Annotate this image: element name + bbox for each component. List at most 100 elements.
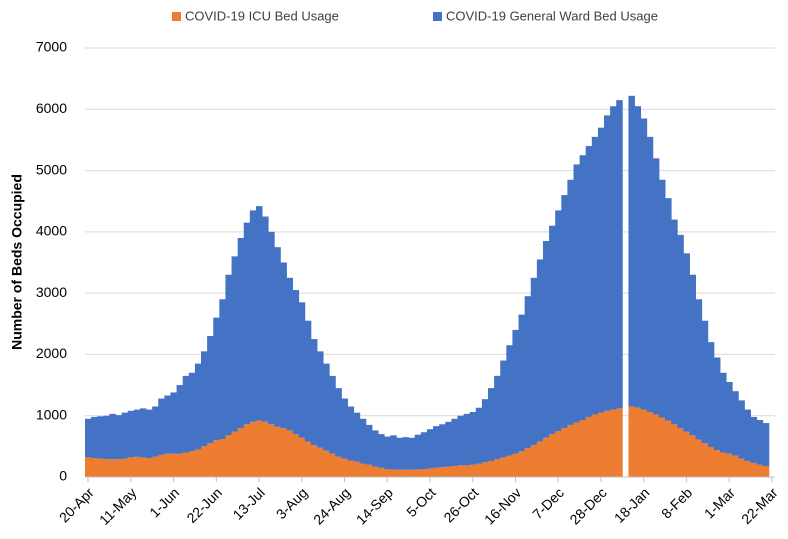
bar-segment	[365, 424, 373, 465]
bar-segment	[207, 443, 214, 477]
bar-segment	[579, 420, 587, 477]
x-tick-label: 3-Aug	[273, 484, 311, 522]
legend-label: COVID-19 General Ward Bed Usage	[446, 8, 658, 23]
y-axis-label: Number of Beds Occupied	[9, 174, 25, 350]
bar-segment	[481, 399, 489, 463]
bar-segment	[378, 467, 385, 477]
bar-segment	[671, 424, 678, 477]
bar-segment	[158, 398, 165, 455]
bar-segment	[298, 302, 306, 438]
bar-segment	[97, 458, 104, 477]
bar-segment	[408, 437, 416, 470]
bar-segment	[439, 467, 446, 477]
bar-segment	[732, 455, 739, 477]
bar-segment	[85, 457, 92, 477]
bar-segment	[286, 277, 294, 431]
x-tick-label: 14-Sep	[353, 484, 396, 527]
bar-segment	[665, 420, 672, 477]
bar-segment	[371, 430, 379, 467]
bar-segment	[353, 412, 361, 462]
bar-segment	[524, 296, 532, 449]
bar-segment	[604, 115, 611, 411]
bar-segment	[597, 127, 605, 413]
bar-segment	[665, 198, 672, 421]
bar-segment	[756, 420, 764, 465]
bar-segment	[677, 234, 684, 428]
bar-segment	[420, 432, 428, 470]
bar-segment	[139, 457, 147, 477]
bar-segment	[213, 317, 220, 441]
bar-segment	[201, 446, 208, 477]
bar-segment	[408, 469, 416, 477]
bar-segment	[677, 427, 684, 477]
bar-segment	[188, 451, 196, 477]
x-tick-label: 13-Jul	[229, 484, 267, 522]
bar-segment	[561, 427, 568, 477]
x-tick-label: 1-Jun	[146, 484, 182, 520]
bar-segment	[378, 434, 385, 468]
bar-segment	[109, 413, 116, 460]
bar-segment	[720, 372, 727, 453]
bar-segment	[170, 392, 177, 454]
bar-segment	[628, 95, 635, 407]
bar-segment	[762, 465, 770, 477]
x-tick-label: 5-Oct	[403, 484, 439, 520]
bar-segment	[597, 412, 605, 477]
bar-segment	[634, 407, 642, 477]
bar-segment	[475, 463, 483, 477]
bar-segment	[347, 406, 355, 461]
bar-segment	[121, 458, 129, 477]
bar-segment	[152, 456, 159, 477]
bar-segment	[329, 453, 336, 477]
bar-segment	[323, 363, 330, 451]
bar-segment	[549, 434, 556, 477]
bar-segment	[396, 437, 403, 470]
bar-segment	[463, 413, 471, 466]
bar-segment	[433, 467, 440, 477]
x-tick-label: 22-Jun	[183, 484, 225, 526]
bar-segment	[506, 345, 513, 456]
bar-segment	[726, 453, 733, 477]
bar-segment	[133, 456, 141, 477]
bar-segment	[720, 452, 727, 477]
bar-segment	[555, 210, 562, 432]
bar-segment	[341, 398, 348, 459]
bar-segment	[536, 259, 544, 442]
x-tick-label: 28-Dec	[566, 484, 609, 527]
bar-segment	[506, 455, 513, 477]
bar-segment	[341, 458, 348, 477]
bar-segment	[310, 339, 318, 446]
bar-segment	[219, 439, 226, 477]
bar-segment	[445, 466, 452, 477]
bar-segment	[371, 466, 379, 477]
y-tick-label: 4000	[36, 223, 67, 239]
bar-segment	[317, 351, 324, 448]
bar-segment	[457, 415, 464, 466]
bar-segment	[384, 436, 391, 470]
bar-segment	[384, 469, 391, 477]
bar-segment	[762, 423, 770, 466]
bar-segment	[139, 408, 147, 458]
bar-segment	[249, 421, 257, 477]
x-tick-label: 26-Oct	[440, 484, 481, 525]
bar-segment	[549, 225, 556, 435]
bar-segment	[323, 450, 330, 477]
bar-segment	[237, 427, 245, 477]
bar-segment	[286, 430, 294, 477]
y-tick-label: 0	[59, 468, 67, 484]
bar-segment	[512, 453, 519, 477]
legend: COVID-19 ICU Bed Usage COVID-19 General W…	[172, 8, 658, 23]
bar-segment	[567, 179, 574, 425]
bar-segment	[335, 388, 342, 457]
bar-segment	[225, 435, 232, 477]
bar-segment	[640, 409, 648, 477]
bar-segment	[402, 437, 410, 470]
bar-segment	[115, 415, 123, 460]
bar-segment	[243, 222, 251, 425]
bar-segment	[707, 446, 715, 477]
bar-segment	[365, 464, 373, 477]
bar-segment	[127, 457, 135, 477]
bar-segment	[713, 450, 721, 477]
bar-segment	[268, 424, 275, 477]
bar-segment	[237, 237, 245, 428]
